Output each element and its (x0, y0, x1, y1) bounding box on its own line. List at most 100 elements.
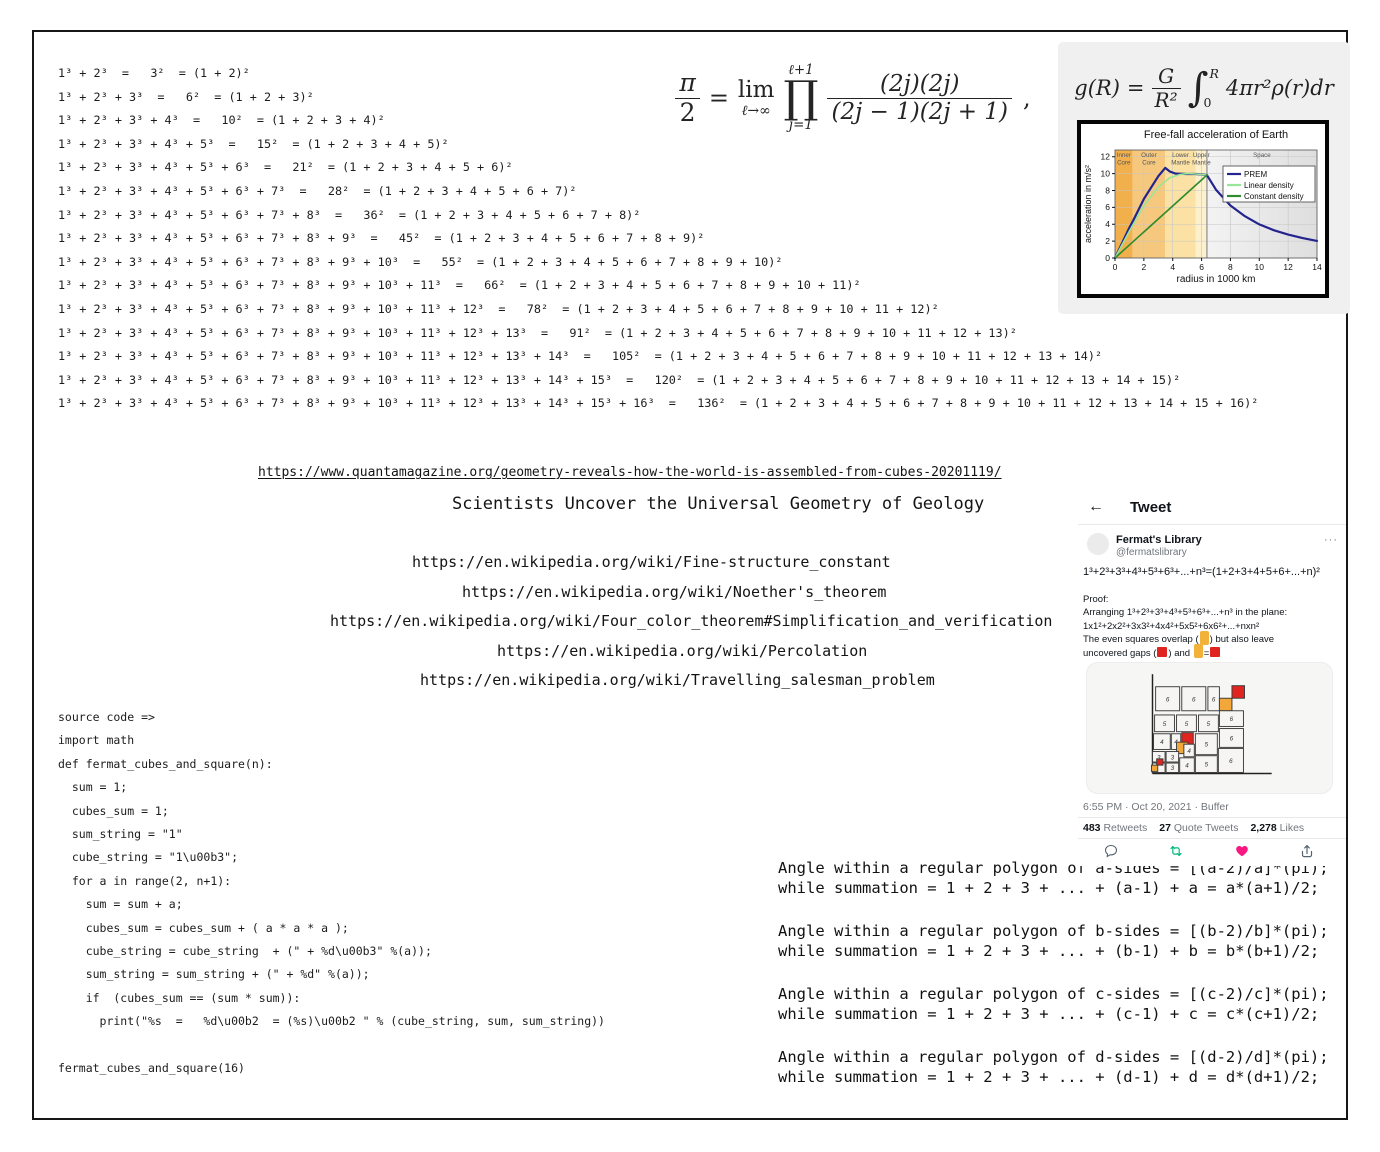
svg-text:4: 4 (1160, 739, 1164, 746)
gravity-formula: g(R) = G R² ∫ R 0 4πr²ρ(r)dr (1058, 54, 1350, 122)
pi-over-two-fraction: π 2 (675, 67, 700, 128)
retweet-count[interactable]: 483 (1083, 822, 1101, 834)
freefall-chart: InnerCoreOuterCoreLowerMantleUpperMantle… (1083, 129, 1322, 285)
proof-line-4-text-a: uncovered gaps ( (1083, 647, 1157, 659)
retweet-label[interactable]: Retweets (1103, 822, 1148, 834)
tweet-timestamp: 6:55 PM · Oct 20, 2021 · Buffer (1083, 801, 1229, 813)
quote-count[interactable]: 27 (1159, 822, 1171, 834)
svg-text:4: 4 (1105, 219, 1110, 229)
quanta-article-link[interactable]: https://www.quantamagazine.org/geometry-… (258, 465, 1002, 480)
wiki-link-tsp[interactable]: https://en.wikipedia.org/wiki/Travelling… (420, 671, 935, 689)
divider (1078, 817, 1346, 818)
svg-text:14: 14 (1312, 262, 1322, 272)
like-count[interactable]: 2,278 (1250, 822, 1277, 834)
tweet-card: ← Tweet Fermat's Library @fermatslibrary… (1078, 490, 1346, 866)
product-upper-limit: ℓ+1 (788, 61, 814, 78)
integral-lower-limit: 0 (1203, 95, 1212, 110)
proof-line-1: Arranging 1³+2³+3³+4³+5³+6³+...+n³ in th… (1083, 607, 1288, 619)
overlap-yellow-swatch (1193, 644, 1203, 659)
proof-diagram: 6 6 665 5 564 4 53 343 4 56 (1150, 674, 1272, 775)
svg-text:3: 3 (1170, 754, 1174, 761)
tweet-action-bar (1078, 843, 1340, 859)
proof-line-2: 1x1²+2x2²+3x3²+4x4²+5x5²+6x6²+...+nxn² (1083, 620, 1260, 632)
svg-text:10: 10 (1101, 168, 1111, 178)
svg-text:6: 6 (1211, 696, 1215, 703)
svg-text:0: 0 (1105, 253, 1110, 263)
gravity-panel: g(R) = G R² ∫ R 0 4πr²ρ(r)dr Inner Core Ou… (1058, 42, 1350, 314)
angle-summation-block-c: Angle within a regular polygon of c-side… (778, 985, 1329, 1023)
angle-summation-block-b: Angle within a regular polygon of b-side… (778, 922, 1329, 960)
svg-text:2: 2 (1105, 236, 1110, 246)
lim-subscript: ℓ→∞ (741, 102, 771, 119)
avatar[interactable] (1087, 533, 1109, 555)
share-icon[interactable] (1299, 843, 1315, 859)
tweet-proof-text: Proof: Arranging 1³+2³+3³+4³+5³+6³+...+n… (1083, 593, 1345, 660)
lim-text: lim (737, 76, 775, 103)
tweet-stats: 483 Retweets 27 Quote Tweets 2,278 Likes (1083, 822, 1304, 834)
trailing-comma: , (1022, 84, 1031, 112)
integral-limits: R 0 (1203, 66, 1219, 110)
tweet-author-name[interactable]: Fermat's Library (1116, 534, 1202, 546)
reply-icon[interactable] (1103, 843, 1119, 859)
angle-summation-block-d: Angle within a regular polygon of d-side… (778, 1048, 1329, 1086)
wiki-link-percolation[interactable]: https://en.wikipedia.org/wiki/Percolatio… (497, 642, 868, 660)
product-block: ℓ+1 ∏ j=1 (783, 61, 819, 133)
tweet-body-text: 1³+2³+3³+4³+5³+6³+...+n³=(1+2+3+4+5+6+..… (1083, 566, 1320, 578)
svg-text:Linear density: Linear density (1244, 181, 1294, 190)
fraction-bar (827, 97, 1012, 99)
tweet-header: ← Tweet (1088, 498, 1171, 516)
like-icon[interactable] (1234, 843, 1250, 859)
svg-text:6: 6 (1229, 735, 1233, 742)
gap-red-swatch (1157, 647, 1168, 658)
wiki-link-four-color[interactable]: https://en.wikipedia.org/wiki/Four_color… (330, 612, 1053, 630)
integral-block: ∫ R 0 (1188, 66, 1219, 110)
svg-text:2: 2 (1141, 262, 1146, 272)
g-of-R: g(R) (1074, 76, 1120, 100)
svg-text:Inner: Inner (1117, 152, 1131, 159)
svg-text:10: 10 (1255, 262, 1265, 272)
freefall-chart-box: Inner Core Outer Core Lower Mantle Upper Mantle… (1077, 120, 1329, 298)
svg-text:8: 8 (1105, 185, 1110, 195)
wiki-link-fine-structure[interactable]: https://en.wikipedia.org/wiki/Fine-struc… (412, 553, 891, 571)
svg-text:Core: Core (1117, 159, 1131, 166)
wiki-link-noether[interactable]: https://en.wikipedia.org/wiki/Noether's_… (462, 583, 887, 601)
fraction-numerator: (2j)(2j) (880, 71, 960, 98)
tweet-header-title: Tweet (1130, 498, 1172, 516)
product-lower-limit: j=1 (788, 116, 814, 133)
outer-border (32, 30, 1348, 1120)
svg-text:12: 12 (1101, 152, 1111, 162)
fraction-bar (675, 97, 700, 99)
proof-line-3: The even squares overlap () but also lea… (1083, 630, 1345, 646)
more-options-icon[interactable]: ··· (1324, 534, 1338, 546)
svg-text:4: 4 (1170, 262, 1175, 272)
quote-label[interactable]: Quote Tweets (1173, 822, 1239, 834)
svg-text:acceleration in m/s²: acceleration in m/s² (1083, 165, 1093, 243)
svg-text:5: 5 (1162, 721, 1166, 728)
denominator-two: 2 (679, 97, 696, 127)
product-symbol: ∏ (783, 72, 819, 124)
back-arrow-icon[interactable]: ← (1088, 498, 1104, 515)
svg-text:6: 6 (1105, 202, 1110, 212)
fraction-denominator: (2j − 1)(2j + 1) (831, 98, 1008, 125)
integrand: 4πr²ρ(r)dr (1225, 76, 1334, 100)
product-term-fraction: (2j)(2j) (2j − 1)(2j + 1) (827, 71, 1012, 125)
like-label[interactable]: Likes (1279, 822, 1305, 834)
divider (1078, 838, 1346, 839)
svg-text:Outer: Outer (1141, 152, 1156, 159)
retweet-icon[interactable] (1168, 843, 1184, 859)
tweet-author-handle[interactable]: @fermatslibrary (1116, 547, 1187, 558)
svg-text:5: 5 (1184, 721, 1188, 728)
svg-text:4: 4 (1185, 763, 1189, 770)
proof-line-4-text-b: ) and (1168, 647, 1193, 659)
pi-symbol: π (679, 67, 696, 97)
G-over-R2-fraction: G R² (1151, 64, 1181, 112)
fraction-bar (1151, 87, 1181, 89)
integral-upper-limit: R (1209, 66, 1219, 81)
svg-text:Mantle: Mantle (1171, 159, 1190, 166)
equals-sign: = (708, 84, 729, 112)
svg-text:0: 0 (1113, 262, 1118, 272)
angle-summation-block-a: Angle within a regular polygon of a-side… (778, 859, 1329, 897)
svg-text:Lower: Lower (1172, 152, 1189, 159)
svg-text:6: 6 (1165, 696, 1169, 703)
